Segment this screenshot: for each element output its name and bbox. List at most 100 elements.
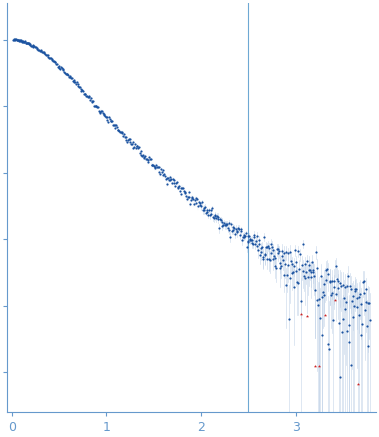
Point [88,94,94,101]
Point [294,278,300,285]
Point [23,39,30,46]
Point [30,43,36,50]
Point [180,184,186,191]
Point [89,98,96,105]
Point [10,36,16,43]
Point [264,256,270,263]
Point [255,241,262,248]
Point [266,255,273,262]
Point [306,262,312,269]
Point [234,229,240,236]
Point [345,273,351,280]
Point [178,190,184,197]
Point [211,213,218,220]
Point [46,55,52,62]
Point [144,156,150,163]
Point [247,237,253,244]
Point [225,225,231,232]
Point [56,64,63,71]
Point [266,244,272,251]
Point [158,165,164,172]
Point [272,263,278,270]
Point [122,133,128,140]
Point [74,79,80,86]
Point [222,221,228,228]
Point [25,39,31,46]
Point [228,220,234,227]
Point [305,274,311,281]
Point [265,242,271,249]
Point [288,257,294,264]
Point [138,151,144,158]
Point [201,207,207,214]
Point [342,305,348,312]
Point [229,227,235,234]
Point [317,314,323,321]
Point [239,237,245,244]
Point [184,195,190,202]
Point [171,180,177,187]
Point [348,286,354,293]
Point [70,77,77,84]
Point [310,268,316,275]
Point [94,104,100,111]
Point [311,272,317,279]
Point [115,127,121,134]
Point [305,267,312,274]
Point [214,212,220,219]
Point [131,144,137,151]
Point [192,197,198,204]
Point [219,222,226,229]
Point [227,227,233,234]
Point [322,312,328,319]
Point [102,113,108,120]
Point [197,201,203,208]
Point [103,114,109,121]
Point [91,102,97,109]
Point [257,252,263,259]
Point [253,237,259,244]
Point [340,281,346,288]
Point [18,37,24,44]
Point [280,250,287,257]
Point [11,36,17,43]
Point [233,225,239,232]
Point [231,225,237,232]
Point [69,74,75,81]
Point [274,249,280,256]
Point [174,179,180,186]
Point [179,184,185,191]
Point [182,189,188,196]
Point [75,80,81,87]
Point [349,298,355,305]
Point [283,281,289,288]
Point [123,134,129,141]
Point [320,289,326,296]
Point [218,216,224,223]
Point [182,189,188,196]
Point [147,155,153,162]
Point [34,45,40,52]
Point [268,250,274,257]
Point [203,209,209,216]
Point [293,267,299,274]
Point [333,262,339,269]
Point [17,37,23,44]
Point [137,149,143,156]
Point [356,294,362,301]
Point [285,250,291,257]
Point [127,135,133,142]
Point [254,232,260,239]
Point [53,61,59,68]
Point [70,78,76,85]
Point [267,257,273,264]
Point [116,128,122,135]
Point [67,73,73,80]
Point [287,274,293,281]
Point [110,121,116,128]
Point [98,107,104,114]
Point [241,234,247,241]
Point [90,98,96,105]
Point [67,74,74,81]
Point [286,316,292,323]
